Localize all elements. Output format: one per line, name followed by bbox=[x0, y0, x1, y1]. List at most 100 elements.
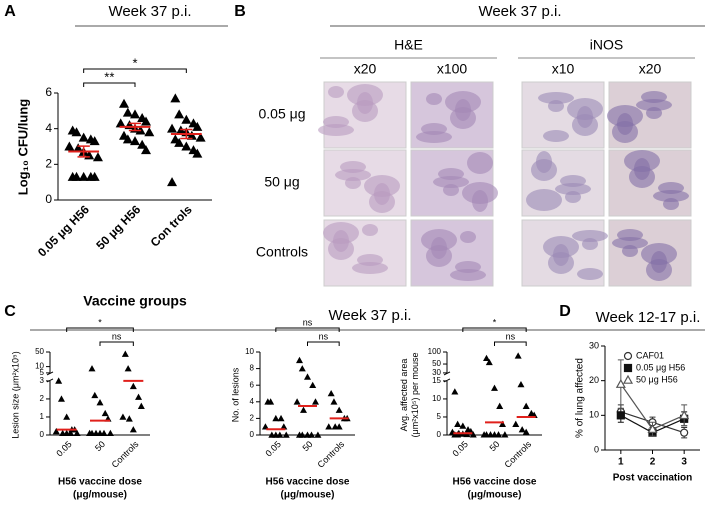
y-tick-label: 2 bbox=[40, 394, 45, 403]
y-tick-label: 8 bbox=[250, 364, 255, 373]
data-point bbox=[309, 381, 317, 388]
y-tick-label: 4 bbox=[45, 121, 52, 135]
marker bbox=[680, 428, 689, 437]
x-axis-label: (μg/mouse) bbox=[73, 490, 127, 501]
significance-label: * bbox=[132, 55, 137, 70]
y-tick-label: 10 bbox=[432, 394, 441, 403]
y-tick-label: 50 bbox=[35, 347, 44, 356]
data-point bbox=[106, 429, 114, 436]
x-tick-label: Controls bbox=[315, 439, 346, 470]
panel-title: Week 37 p.i. bbox=[478, 3, 561, 20]
tissue bbox=[347, 84, 383, 106]
x-tick-label: Controls bbox=[110, 439, 141, 470]
tissue bbox=[364, 175, 400, 197]
tissue bbox=[462, 182, 498, 204]
data-point bbox=[101, 409, 109, 417]
data-point bbox=[293, 398, 301, 405]
tissue bbox=[438, 168, 464, 180]
y-tick-label: 3 bbox=[40, 376, 45, 385]
x-tick-label: Con trols bbox=[148, 202, 195, 249]
data-point bbox=[522, 402, 530, 409]
data-point bbox=[115, 118, 126, 128]
tissue bbox=[328, 86, 344, 98]
magnification: x20 bbox=[354, 61, 377, 77]
tissue bbox=[577, 268, 603, 280]
legend-label: CAF01 bbox=[636, 350, 664, 360]
data-point bbox=[130, 136, 140, 146]
significance-bracket bbox=[462, 327, 527, 332]
y-axis-label: No. of lesions bbox=[230, 367, 240, 422]
tissue bbox=[555, 183, 591, 195]
data-point bbox=[491, 384, 498, 391]
tissue bbox=[352, 262, 388, 274]
stain-label: iNOS bbox=[590, 37, 623, 53]
chart-title: Week 37 p.i. bbox=[108, 3, 191, 20]
x-tick-label: 50 μg H56 bbox=[93, 202, 143, 252]
row-label: 50 μg bbox=[264, 174, 299, 190]
marker bbox=[647, 423, 658, 433]
marker bbox=[623, 351, 633, 361]
y-tick-label: 0 bbox=[437, 430, 442, 439]
panel-letter: B bbox=[234, 3, 246, 20]
tissue bbox=[536, 151, 552, 173]
data-point bbox=[144, 127, 155, 137]
data-point bbox=[78, 171, 89, 181]
data-point bbox=[296, 356, 303, 364]
data-point bbox=[125, 415, 133, 422]
x-tick-label: 0.05 bbox=[54, 439, 73, 458]
data-point bbox=[89, 136, 100, 146]
y-axis-label: % of lung affected bbox=[575, 358, 586, 438]
y-tick-label: 6 bbox=[45, 85, 52, 99]
data-point bbox=[485, 358, 493, 366]
data-point bbox=[130, 109, 140, 119]
tissue bbox=[572, 230, 608, 242]
tissue bbox=[335, 169, 371, 181]
data-point bbox=[517, 381, 525, 388]
tissue bbox=[607, 105, 643, 127]
data-point bbox=[124, 365, 132, 372]
data-point bbox=[57, 395, 65, 402]
tissue bbox=[526, 189, 562, 211]
data-point bbox=[454, 431, 462, 438]
magnification: x100 bbox=[437, 61, 468, 77]
data-point bbox=[512, 420, 520, 427]
y-tick-label: 30 bbox=[589, 340, 599, 350]
data-point bbox=[267, 398, 275, 405]
tissue bbox=[450, 269, 486, 281]
data-point bbox=[63, 413, 71, 420]
data-point bbox=[514, 352, 522, 359]
data-point bbox=[167, 177, 178, 187]
tissue bbox=[421, 123, 447, 135]
chart-title: Week 12-17 p.i. bbox=[596, 309, 701, 326]
x-tick-label: Controls bbox=[502, 439, 533, 470]
x-tick-label: 2 bbox=[650, 457, 656, 468]
tissue bbox=[426, 93, 442, 105]
y-tick-label: 0 bbox=[594, 444, 599, 454]
tissue bbox=[538, 92, 574, 104]
data-point bbox=[518, 426, 526, 433]
data-point bbox=[192, 148, 203, 158]
data-point bbox=[192, 121, 203, 131]
data-point bbox=[100, 429, 108, 436]
data-point bbox=[174, 137, 185, 147]
data-point bbox=[167, 123, 178, 133]
data-point bbox=[89, 171, 100, 181]
data-point bbox=[454, 420, 462, 427]
tissue bbox=[323, 222, 359, 244]
data-point bbox=[330, 398, 338, 405]
y-tick-label: 15 bbox=[432, 376, 441, 385]
data-point bbox=[121, 350, 129, 357]
tissue bbox=[357, 254, 383, 266]
stain-label: H&E bbox=[394, 37, 423, 53]
data-point bbox=[64, 141, 75, 151]
magnification: x10 bbox=[552, 61, 575, 77]
tissue bbox=[362, 224, 378, 236]
data-point bbox=[298, 431, 306, 438]
x-axis-label: Vaccine groups bbox=[83, 293, 187, 309]
data-point bbox=[122, 134, 133, 144]
data-point bbox=[304, 373, 311, 380]
data-point bbox=[277, 414, 285, 422]
tissue bbox=[653, 190, 689, 202]
data-point bbox=[335, 423, 343, 430]
